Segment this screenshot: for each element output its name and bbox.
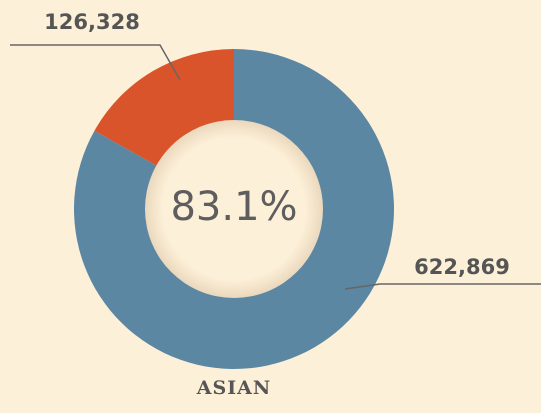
chart-title: ASIAN	[196, 377, 271, 399]
donut-hole	[145, 120, 323, 298]
center-label: 83.1%	[170, 184, 297, 230]
data-label: 622,869	[414, 255, 510, 279]
leader-line	[10, 44, 181, 81]
leader-line	[344, 283, 541, 290]
data-label: 126,328	[44, 10, 140, 34]
